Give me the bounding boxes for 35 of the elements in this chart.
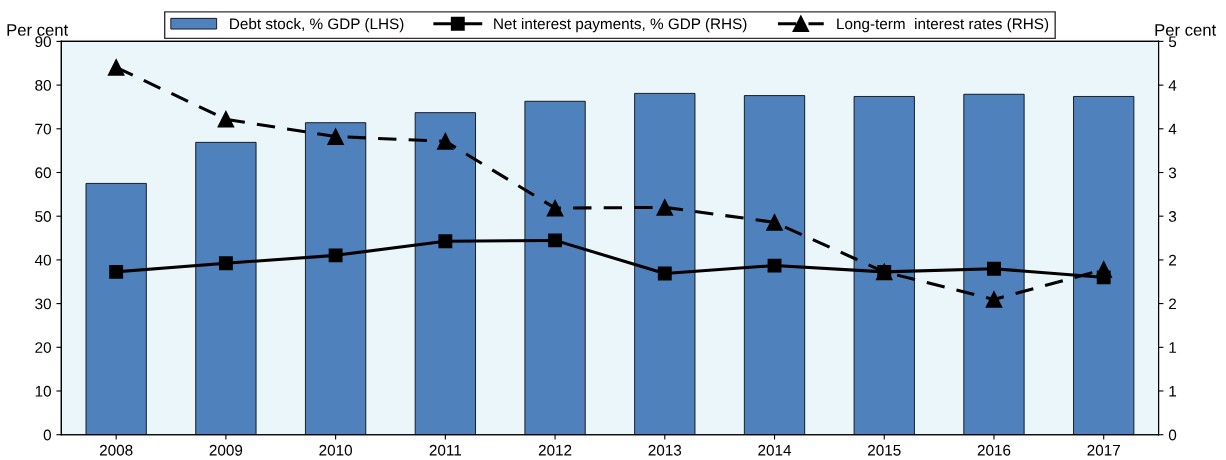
x-tick-label: 2017 <box>1087 444 1120 456</box>
y2-tick-label: 3 <box>1168 167 1177 179</box>
x-tick-label: 2010 <box>319 444 353 456</box>
legend-label: Net interest payments, % GDP (RHS) <box>494 17 747 33</box>
y-tick-label: 80 <box>35 79 51 91</box>
y2-tick-label: 3 <box>1168 211 1177 222</box>
x-tick-label: 2013 <box>648 444 682 456</box>
x-tick-label: 2011 <box>429 444 462 456</box>
y-axis-title: Per cent <box>7 24 69 36</box>
x-tick-label: 2015 <box>868 444 901 456</box>
y2-tick-label: 4 <box>1168 80 1177 91</box>
y-tick-label: 40 <box>34 254 51 266</box>
y2-tick-label: 4 <box>1168 123 1177 135</box>
x-tick-label: 2008 <box>99 444 133 456</box>
y-tick-label: 30 <box>35 298 51 310</box>
y2-tick-label: 1 <box>1169 385 1177 397</box>
y-tick-label: 0 <box>43 429 51 441</box>
y-tick-label: 60 <box>35 167 51 179</box>
y-tick-label: 20 <box>35 342 51 353</box>
x-tick-label: 2012 <box>538 444 572 456</box>
x-tick-label: 2016 <box>977 444 1011 456</box>
x-tick-label: 2009 <box>209 444 243 456</box>
legend-label: Long-term interest rates (RHS) <box>837 17 1049 33</box>
y2-axis-title: Per cent <box>1155 24 1217 36</box>
y-tick-label: 70 <box>35 123 51 135</box>
y-tick-label: 10 <box>35 385 51 397</box>
y2-tick-label: 1 <box>1169 342 1177 353</box>
x-tick-label: 2014 <box>758 444 792 456</box>
y2-tick-label: 5 <box>1168 36 1177 48</box>
y-tick-label: 90 <box>35 36 51 48</box>
y-tick-label: 50 <box>35 211 51 222</box>
y2-tick-label: 2 <box>1169 298 1177 310</box>
y2-tick-label: 2 <box>1169 254 1177 266</box>
y2-tick-label: 0 <box>1168 429 1177 441</box>
legend-label: Debt stock, % GDP (LHS) <box>230 17 404 33</box>
